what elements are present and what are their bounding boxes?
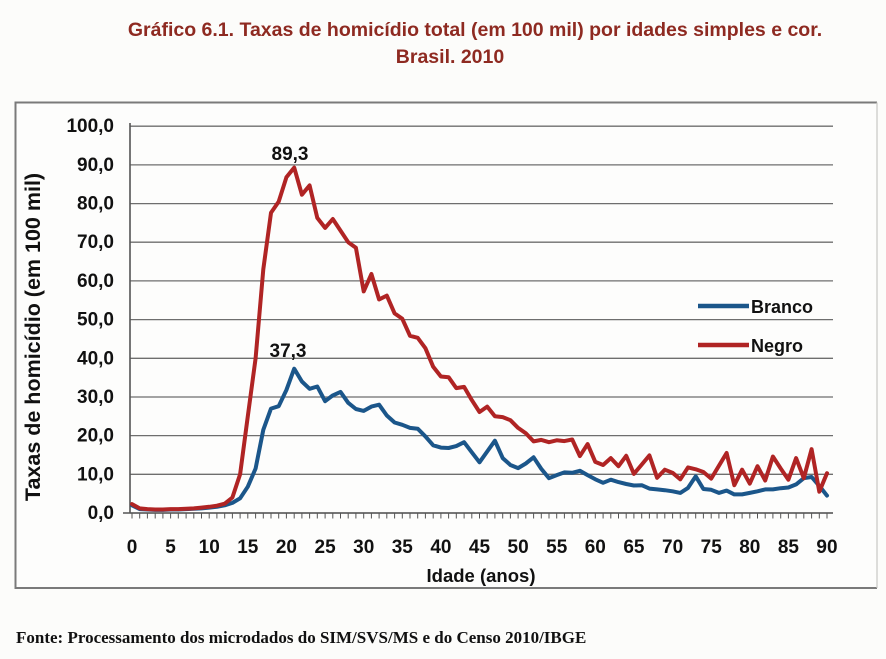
svg-text:15: 15	[237, 537, 259, 558]
svg-text:85: 85	[778, 537, 800, 558]
svg-text:Idade (anos): Idade (anos)	[427, 565, 536, 586]
svg-text:80: 80	[739, 537, 760, 558]
svg-text:60: 60	[585, 537, 606, 558]
svg-text:90: 90	[816, 537, 837, 558]
svg-text:Negro: Negro	[751, 336, 803, 356]
svg-text:25: 25	[315, 537, 337, 558]
svg-text:5: 5	[165, 537, 176, 558]
svg-text:50,0: 50,0	[77, 310, 114, 331]
svg-text:70,0: 70,0	[77, 232, 114, 253]
svg-text:40,0: 40,0	[77, 348, 114, 369]
svg-text:10,0: 10,0	[77, 464, 114, 485]
svg-text:50: 50	[508, 537, 529, 558]
svg-text:20: 20	[276, 537, 297, 558]
svg-text:35: 35	[392, 537, 414, 558]
svg-text:40: 40	[430, 537, 451, 558]
svg-text:30,0: 30,0	[77, 387, 114, 408]
svg-text:60,0: 60,0	[77, 271, 114, 292]
svg-text:30: 30	[353, 537, 374, 558]
svg-text:0: 0	[127, 537, 138, 558]
svg-text:37,3: 37,3	[270, 341, 307, 362]
svg-text:90,0: 90,0	[77, 155, 114, 176]
svg-text:89,3: 89,3	[272, 144, 309, 165]
svg-text:20,0: 20,0	[77, 426, 114, 447]
svg-text:80,0: 80,0	[77, 194, 114, 215]
svg-text:0,0: 0,0	[88, 503, 114, 524]
svg-text:45: 45	[469, 537, 491, 558]
svg-text:55: 55	[546, 537, 568, 558]
svg-text:65: 65	[623, 537, 645, 558]
svg-text:100,0: 100,0	[66, 116, 114, 137]
svg-text:75: 75	[701, 537, 723, 558]
svg-text:Branco: Branco	[751, 297, 813, 317]
svg-text:10: 10	[199, 537, 220, 558]
svg-text:70: 70	[662, 537, 683, 558]
svg-text:Taxas de homicídio (em 100 mil: Taxas de homicídio (em 100 mil)	[21, 173, 45, 501]
